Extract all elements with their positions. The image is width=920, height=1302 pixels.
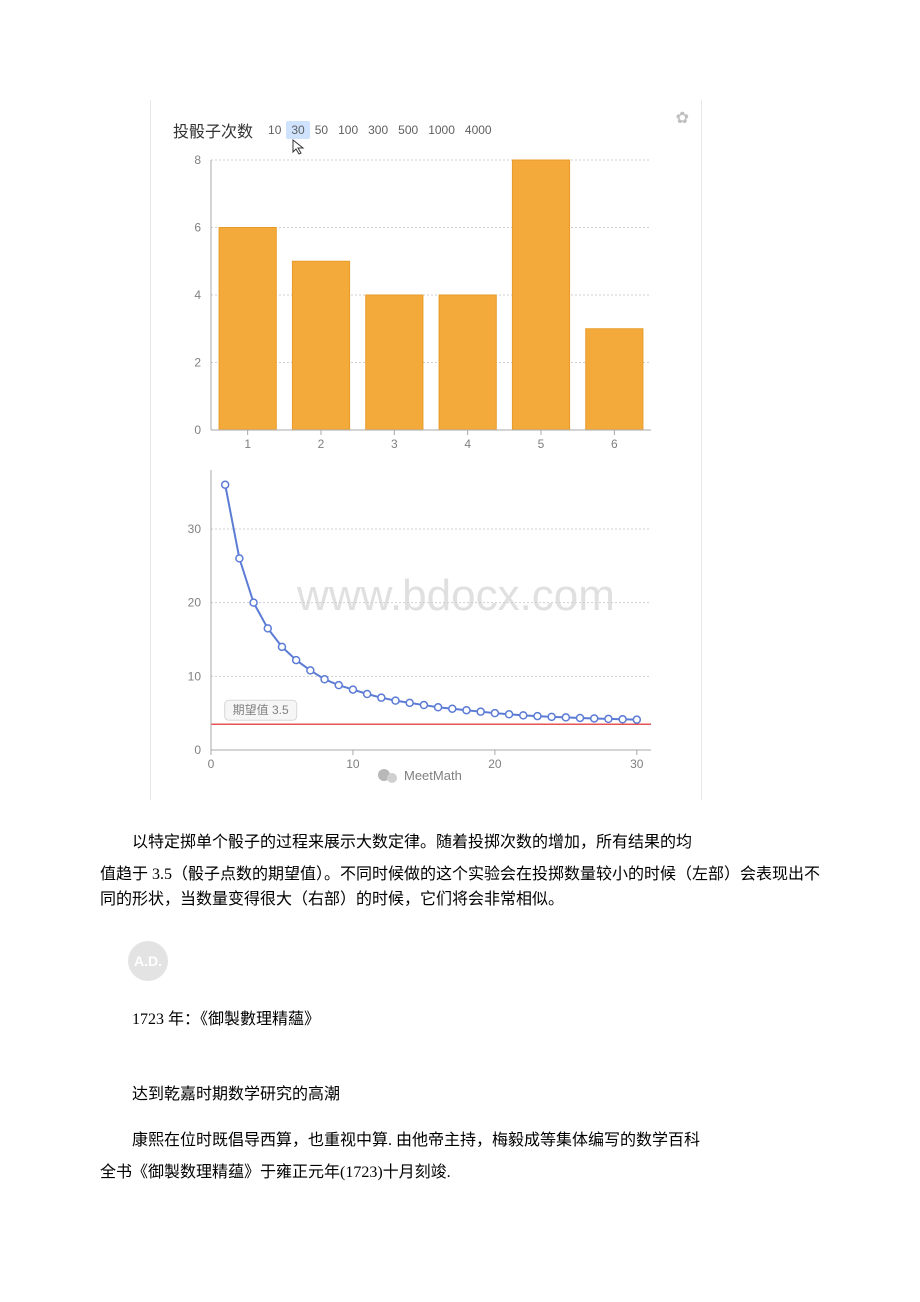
line-chart: www.bdocx.com 0 10 20 30 期望值 3.5 0 10 20 30 MeetMa… [161,460,671,790]
data-point [406,699,413,706]
trial-count-btn-50[interactable]: 50 [310,121,333,139]
bar [512,160,569,430]
svg-text:10: 10 [188,669,202,683]
svg-text:30: 30 [188,522,202,536]
data-point [548,713,555,720]
bar [219,228,276,431]
paragraph-kangxi-rest: 全书《御製数理精蕴》于雍正元年(1723)十月刻竣. [100,1160,820,1186]
data-point [364,691,371,698]
data-point [321,676,328,683]
paragraph-lln-line1: 以特定掷单个骰子的过程来展示大数定律。随着投掷次数的增加，所有结果的均 [100,830,820,856]
svg-text:30: 30 [630,757,644,771]
data-point [392,697,399,704]
data-point [307,667,314,674]
trial-count-btn-500[interactable]: 500 [393,121,423,139]
data-point [264,625,271,632]
data-point [293,657,300,664]
svg-text:4: 4 [194,288,201,302]
trial-count-btn-30[interactable]: 30 [286,121,309,139]
bar [292,261,349,430]
data-point [349,686,356,693]
ad-badge: A.D. [128,941,168,981]
svg-text:3: 3 [391,437,398,451]
bar [439,295,496,430]
svg-text:20: 20 [188,596,202,610]
svg-text:4: 4 [464,437,471,451]
svg-text:1: 1 [244,437,251,451]
paragraph-lln-rest: 值趋于 3.5（骰子点数的期望值）。不同时候做的这个实验会在投掷数量较小的时候（… [100,862,820,913]
svg-text:0: 0 [194,743,201,757]
data-point [605,715,612,722]
trial-count-btn-300[interactable]: 300 [363,121,393,139]
data-point [520,712,527,719]
data-point [477,708,484,715]
paragraph-kangxi-line1: 康熙在位时既倡导西算，也重视中算. 由他帝主持，梅毅成等集体编写的数学百科 [100,1128,820,1154]
data-point [591,715,598,722]
chart-title: 投骰子次数 [173,118,253,142]
svg-text:20: 20 [488,757,502,771]
svg-text:0: 0 [208,757,215,771]
data-point [236,555,243,562]
data-point [335,682,342,689]
svg-text:MeetMath: MeetMath [404,768,462,783]
data-point [562,714,569,721]
chart-header: 投骰子次数 10305010030050010004000 [161,110,691,150]
data-point [619,716,626,723]
data-point [449,705,456,712]
svg-text:8: 8 [194,153,201,167]
data-point [222,481,229,488]
watermark: www.bdocx.com [296,571,615,620]
data-point [577,714,584,721]
data-point [534,713,541,720]
bar [366,295,423,430]
data-point [506,711,513,718]
svg-text:2: 2 [318,437,325,451]
data-point [463,707,470,714]
data-point [250,599,257,606]
svg-text:0: 0 [194,423,201,437]
chart-panel: ✿ 投骰子次数 10305010030050010004000 02468123… [150,100,702,800]
gear-icon[interactable]: ✿ [676,108,689,128]
svg-text:6: 6 [194,221,201,235]
data-point [278,643,285,650]
trial-count-btn-100[interactable]: 100 [333,121,363,139]
data-point [420,702,427,709]
data-point [378,694,385,701]
bar-chart: 0 2 4 6 8 1 2 3 4 5 6 [161,150,671,460]
data-point [633,716,640,723]
trial-count-btn-10[interactable]: 10 [263,121,286,139]
bar [586,329,643,430]
trial-count-btn-1000[interactable]: 1000 [423,121,460,139]
data-point [491,710,498,717]
data-point [435,704,442,711]
svg-text:5: 5 [538,437,545,451]
svg-text:10: 10 [346,757,360,771]
svg-text:期望值 3.5: 期望值 3.5 [233,702,289,717]
svg-text:6: 6 [611,437,618,451]
svg-text:2: 2 [194,356,201,370]
section-title: 达到乾嘉时期数学研究的高潮 [100,1082,820,1108]
year-heading: 1723 年：《御製數理精蘊》 [100,1007,820,1033]
trial-count-buttons: 10305010030050010004000 [263,121,497,139]
trial-count-btn-4000[interactable]: 4000 [460,121,497,139]
meetmath-label: MeetMath [378,768,462,783]
